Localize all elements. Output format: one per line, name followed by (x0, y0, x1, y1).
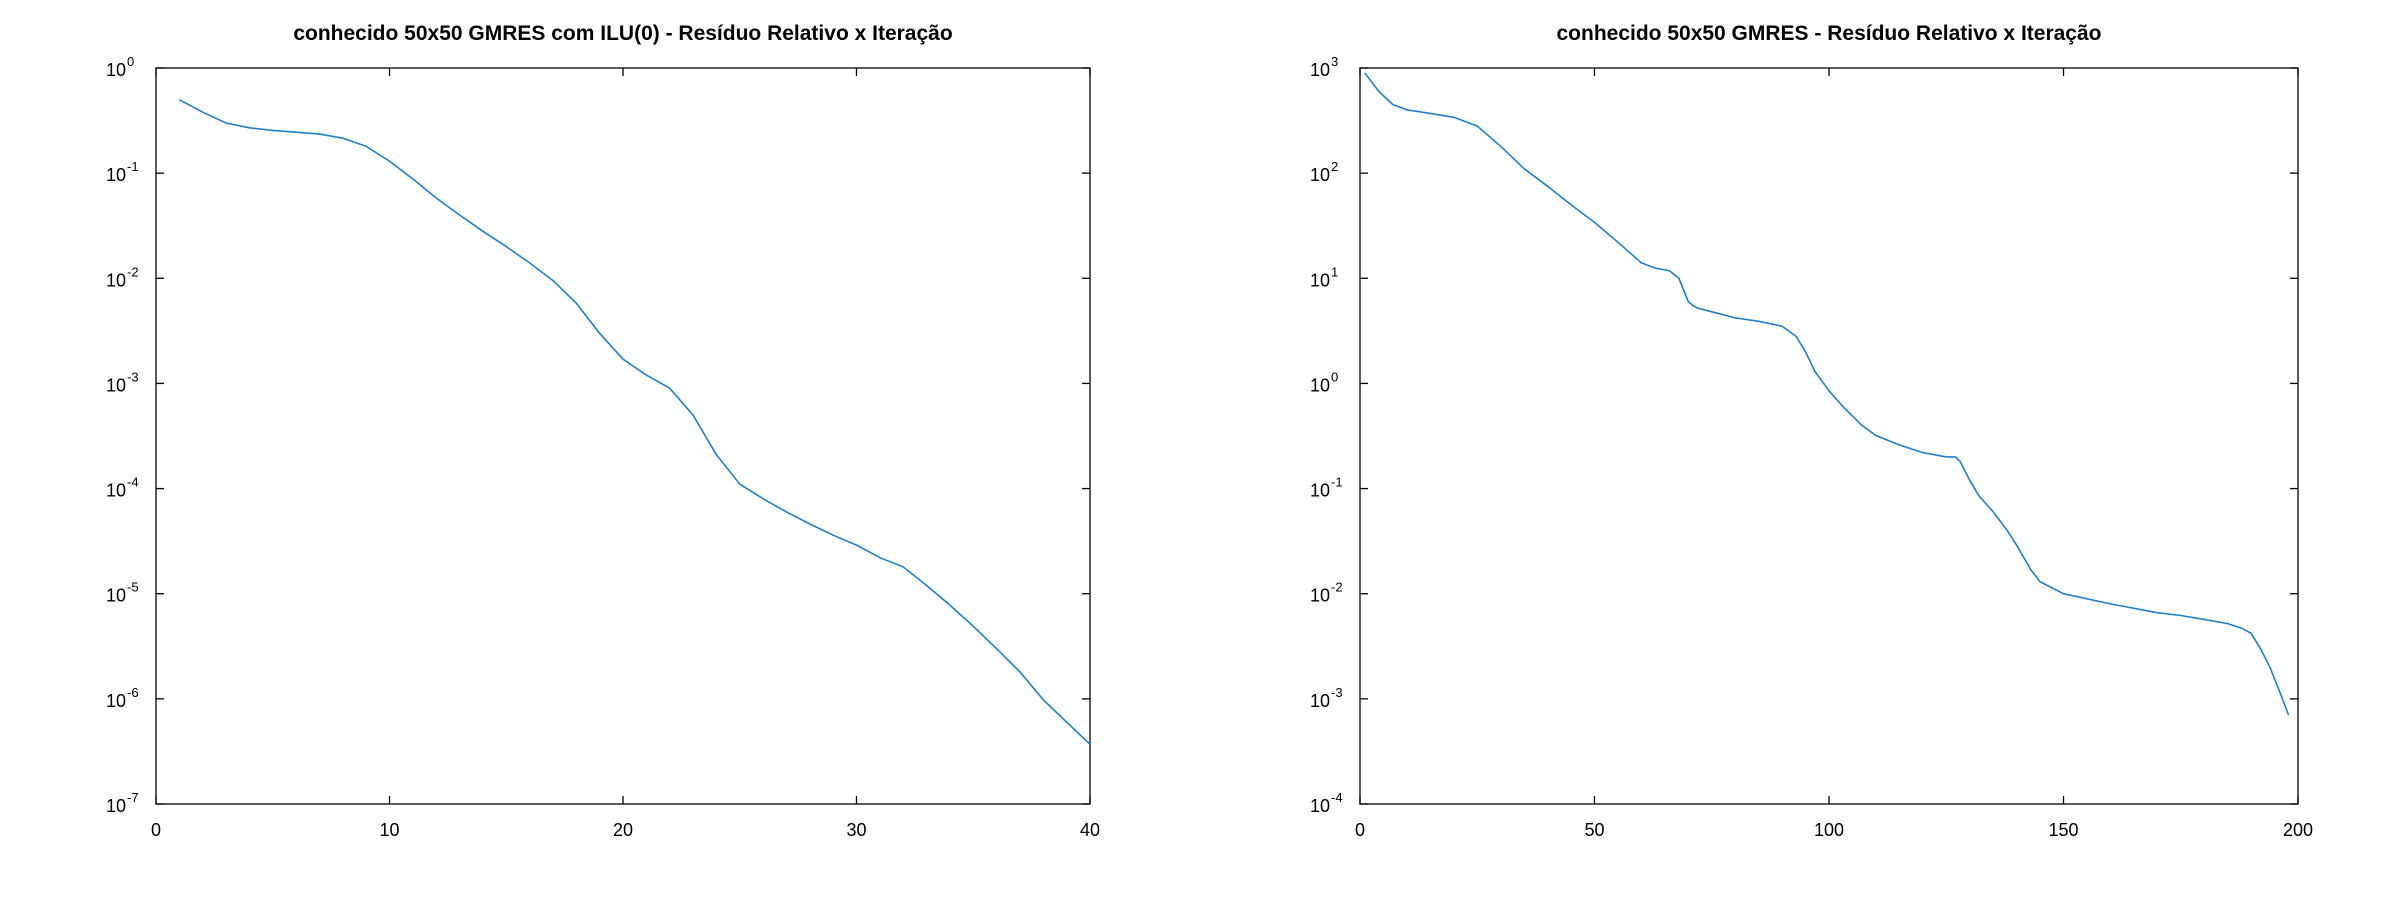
y-tick-exponent: 0 (127, 54, 134, 69)
y-tick-exponent: -5 (127, 580, 139, 595)
y-tick-label: 10 (106, 60, 126, 80)
y-tick-label: 10 (1310, 60, 1330, 80)
chart-title: conhecido 50x50 GMRES - Resíduo Relativo… (1556, 22, 2101, 45)
x-tick-label: 150 (2048, 820, 2078, 840)
y-tick-label: 10 (106, 270, 126, 290)
plot-1: conhecido 50x50 GMRES com ILU(0) - Resíd… (106, 22, 1100, 840)
y-tick-exponent: -4 (127, 475, 139, 490)
y-tick-label: 10 (106, 796, 126, 816)
x-tick-label: 40 (1080, 820, 1100, 840)
y-tick-label: 10 (106, 691, 126, 711)
residual-series-line (1364, 72, 2290, 716)
y-tick-label: 10 (1310, 375, 1330, 395)
y-tick-label: 10 (1310, 481, 1330, 501)
y-tick-label: 10 (106, 481, 126, 501)
y-tick-label: 10 (1310, 796, 1330, 816)
y-tick-exponent: -7 (127, 790, 139, 805)
y-tick-label: 10 (1310, 270, 1330, 290)
y-tick-label: 10 (1310, 586, 1330, 606)
y-tick-label: 10 (106, 375, 126, 395)
y-tick-exponent: -2 (1331, 580, 1343, 595)
residual-series-line (178, 98, 1091, 745)
y-tick-exponent: 2 (1331, 159, 1338, 174)
x-tick-label: 0 (151, 820, 161, 840)
x-tick-label: 0 (1355, 820, 1365, 840)
y-tick-label: 10 (1310, 691, 1330, 711)
y-tick-exponent: 0 (1331, 369, 1338, 384)
x-tick-label: 20 (613, 820, 633, 840)
plot-2: conhecido 50x50 GMRES - Resíduo Relativo… (1310, 22, 2313, 840)
plot-frame (155, 67, 1091, 805)
y-tick-label: 10 (106, 165, 126, 185)
y-tick-label: 10 (1310, 165, 1330, 185)
x-tick-label: 30 (846, 820, 866, 840)
chart-title: conhecido 50x50 GMRES com ILU(0) - Resíd… (293, 22, 952, 45)
y-tick-exponent: 1 (1331, 264, 1338, 279)
y-tick-exponent: -6 (127, 685, 139, 700)
y-tick-exponent: -3 (127, 369, 139, 384)
y-tick-exponent: -3 (1331, 685, 1343, 700)
y-tick-label: 10 (106, 586, 126, 606)
plot-frame (1359, 67, 2299, 805)
x-tick-label: 50 (1584, 820, 1604, 840)
y-tick-exponent: -1 (127, 159, 139, 174)
x-tick-label: 10 (379, 820, 399, 840)
x-tick-label: 100 (1814, 820, 1844, 840)
x-tick-label: 200 (2283, 820, 2313, 840)
y-tick-exponent: 3 (1331, 54, 1338, 69)
y-tick-exponent: -1 (1331, 475, 1343, 490)
y-tick-exponent: -4 (1331, 790, 1343, 805)
y-tick-exponent: -2 (127, 264, 139, 279)
